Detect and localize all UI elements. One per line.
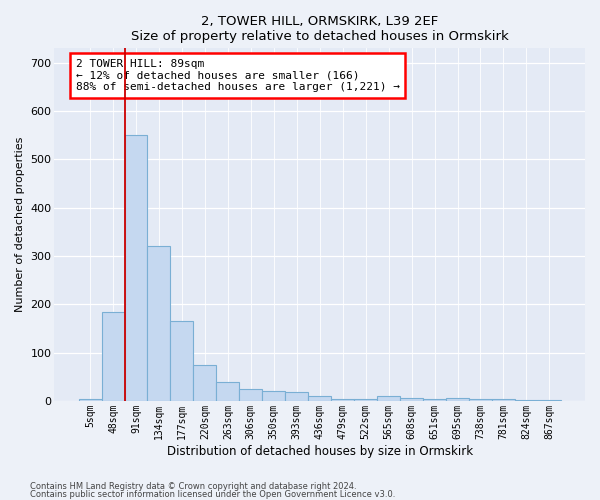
Text: 2 TOWER HILL: 89sqm
← 12% of detached houses are smaller (166)
88% of semi-detac: 2 TOWER HILL: 89sqm ← 12% of detached ho…: [76, 59, 400, 92]
X-axis label: Distribution of detached houses by size in Ormskirk: Distribution of detached houses by size …: [167, 444, 473, 458]
Bar: [239, 389, 262, 401]
Bar: [354, 398, 377, 401]
Bar: [125, 136, 148, 401]
Bar: [285, 392, 308, 401]
Bar: [193, 364, 217, 401]
Bar: [79, 400, 101, 401]
Bar: [515, 400, 538, 401]
Bar: [492, 400, 515, 401]
Text: Contains public sector information licensed under the Open Government Licence v3: Contains public sector information licen…: [30, 490, 395, 499]
Bar: [217, 382, 239, 401]
Bar: [538, 400, 561, 401]
Text: Contains HM Land Registry data © Crown copyright and database right 2024.: Contains HM Land Registry data © Crown c…: [30, 482, 356, 491]
Bar: [377, 396, 400, 401]
Bar: [262, 392, 285, 401]
Bar: [423, 398, 446, 401]
Bar: [101, 312, 125, 401]
Bar: [446, 398, 469, 401]
Bar: [170, 321, 193, 401]
Title: 2, TOWER HILL, ORMSKIRK, L39 2EF
Size of property relative to detached houses in: 2, TOWER HILL, ORMSKIRK, L39 2EF Size of…: [131, 15, 509, 43]
Bar: [469, 399, 492, 401]
Y-axis label: Number of detached properties: Number of detached properties: [15, 137, 25, 312]
Bar: [308, 396, 331, 401]
Bar: [400, 398, 423, 401]
Bar: [331, 398, 354, 401]
Bar: [148, 246, 170, 401]
